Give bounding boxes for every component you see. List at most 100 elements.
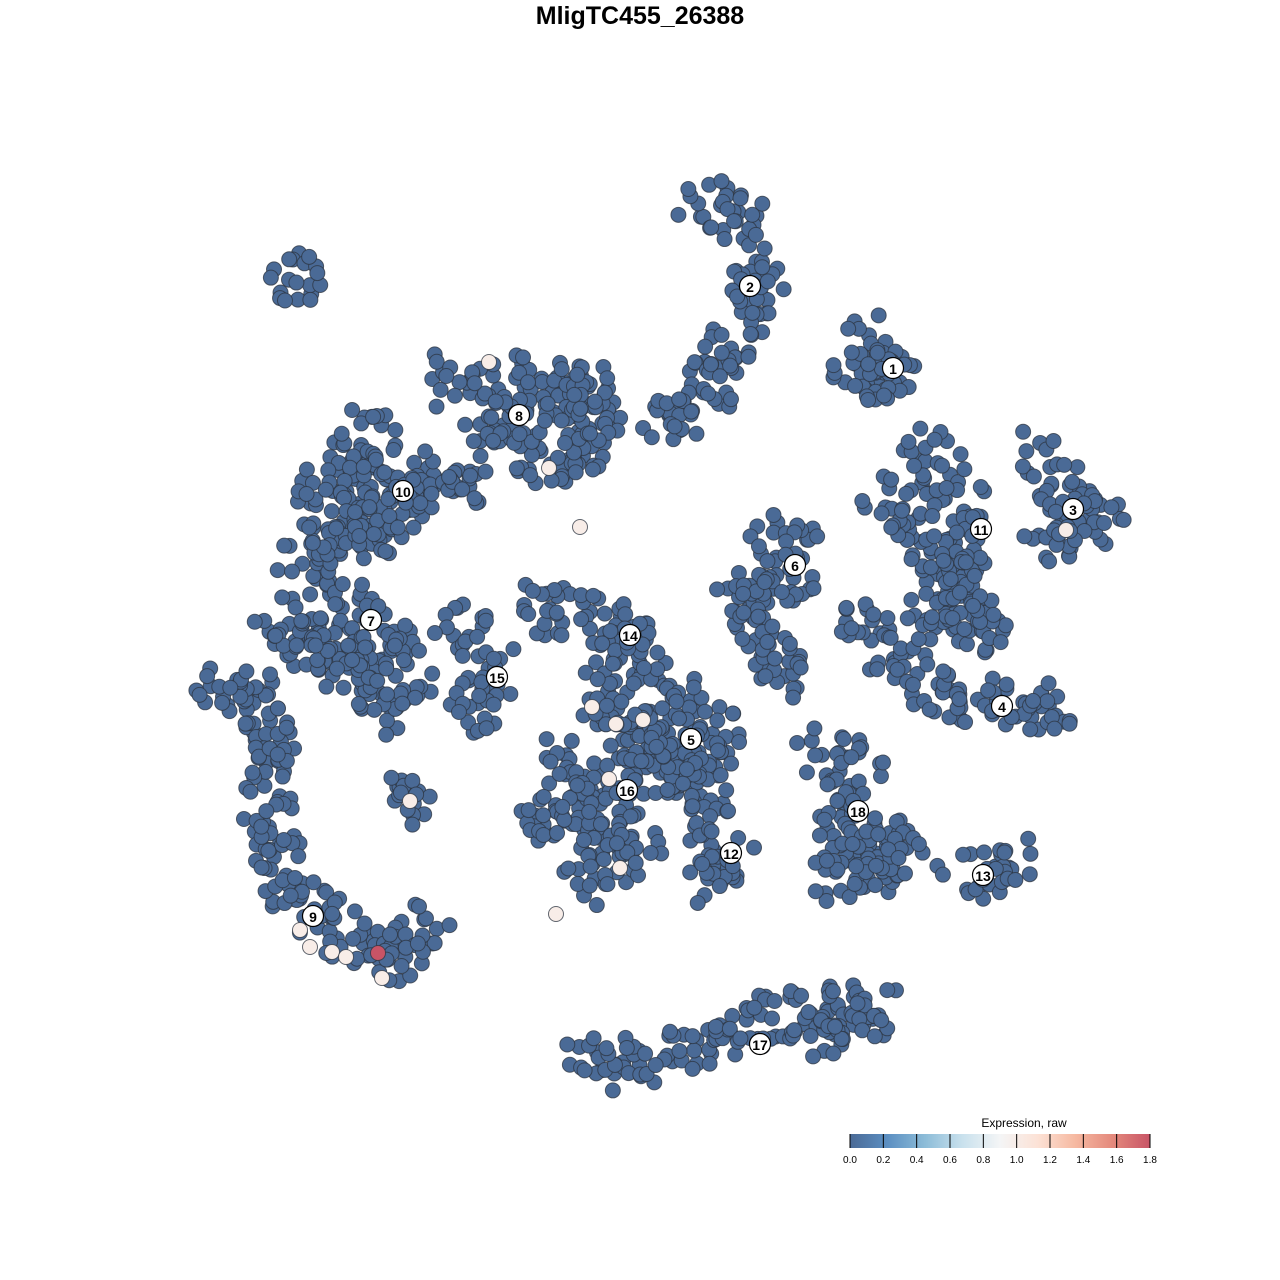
cell-point <box>635 659 652 676</box>
cell-point <box>389 519 406 536</box>
cell-point <box>1045 432 1062 449</box>
cell-point <box>549 825 566 842</box>
cell-point <box>707 1018 724 1035</box>
cell-point <box>344 401 361 418</box>
cell-point <box>633 753 650 770</box>
cell-point <box>378 660 395 677</box>
cell-point <box>734 630 751 647</box>
cell-point <box>1096 515 1113 532</box>
cell-point <box>305 874 322 891</box>
cell-point <box>589 671 606 688</box>
cell-point <box>508 460 525 477</box>
cell-point <box>671 1042 688 1059</box>
cell-point <box>536 615 553 632</box>
expressing-cell-point <box>572 519 588 535</box>
cell-point <box>355 458 372 475</box>
cell-point <box>976 844 993 861</box>
cell-point <box>274 589 291 606</box>
cell-point <box>935 663 952 680</box>
cell-point <box>539 395 556 412</box>
cluster-label-12: 12 <box>719 841 743 865</box>
cell-point <box>903 551 920 568</box>
cell-point <box>816 811 833 828</box>
cluster-label-text: 2 <box>746 279 754 295</box>
cell-point <box>386 637 403 654</box>
cluster-label-text: 9 <box>309 909 317 925</box>
cell-point <box>806 720 823 737</box>
cell-point <box>276 537 293 554</box>
cell-point <box>485 696 502 713</box>
cell-point <box>744 304 761 321</box>
cell-point <box>965 597 982 614</box>
cell-point <box>844 836 861 853</box>
cell-point <box>318 884 335 901</box>
cell-point <box>952 446 969 463</box>
cluster-label-11: 11 <box>969 517 993 541</box>
cell-point <box>301 248 318 265</box>
cell-point <box>357 639 374 656</box>
cell-point <box>327 596 344 613</box>
cell-point <box>818 852 835 869</box>
cluster-label-text: 17 <box>752 1037 768 1053</box>
cell-point <box>713 344 730 361</box>
cell-point <box>515 349 532 366</box>
cell-point <box>972 478 989 495</box>
cell-point <box>428 398 445 415</box>
cell-point <box>935 552 952 569</box>
cell-point <box>441 469 458 486</box>
cell-point <box>921 701 938 718</box>
cell-point <box>328 520 345 537</box>
cell-point <box>604 655 621 672</box>
cell-point <box>382 926 399 943</box>
cell-point <box>469 628 486 645</box>
expressing-cell-point <box>608 716 624 732</box>
cell-point <box>883 471 900 488</box>
cell-point <box>703 823 720 840</box>
cluster-label-text: 7 <box>367 613 375 629</box>
cell-point <box>951 584 968 601</box>
cell-point <box>1015 423 1032 440</box>
cell-point <box>302 586 319 603</box>
cell-point <box>1041 553 1058 570</box>
cell-point <box>729 288 746 305</box>
cluster-label-9: 9 <box>301 904 325 928</box>
cell-point <box>522 467 539 484</box>
cell-point <box>1061 715 1078 732</box>
cell-point <box>304 534 321 551</box>
cell-point <box>446 387 463 404</box>
cell-point <box>642 844 659 861</box>
cell-point <box>697 338 714 355</box>
cell-point <box>369 672 386 689</box>
cell-point <box>411 898 428 915</box>
cell-point <box>477 612 494 629</box>
cell-point <box>563 732 580 749</box>
cell-point <box>554 798 571 815</box>
cell-point <box>604 1082 621 1099</box>
cell-point <box>599 757 616 774</box>
legend-tick-label: 1.2 <box>1043 1155 1057 1166</box>
cell-point <box>671 391 688 408</box>
cell-point <box>423 485 440 502</box>
cluster-label-14: 14 <box>618 623 642 647</box>
cell-point <box>735 604 752 621</box>
expressing-cell-point <box>584 699 600 715</box>
cell-point <box>551 765 568 782</box>
cell-point <box>1022 845 1039 862</box>
cell-point <box>581 877 598 894</box>
legend-tick-label: 0.8 <box>976 1155 990 1166</box>
cell-point <box>608 835 625 852</box>
cell-point <box>793 987 810 1004</box>
cell-point <box>524 582 541 599</box>
cell-point <box>253 859 270 876</box>
cell-point <box>269 746 286 763</box>
cluster-label-4: 4 <box>990 694 1014 718</box>
cell-point <box>366 701 383 718</box>
cluster-label-text: 6 <box>791 558 799 574</box>
cluster-label-text: 11 <box>974 522 989 538</box>
cell-point <box>694 856 711 873</box>
cluster-label-text: 12 <box>723 846 739 862</box>
cell-point <box>838 599 855 616</box>
cell-point <box>747 226 764 243</box>
cell-point <box>773 584 790 601</box>
